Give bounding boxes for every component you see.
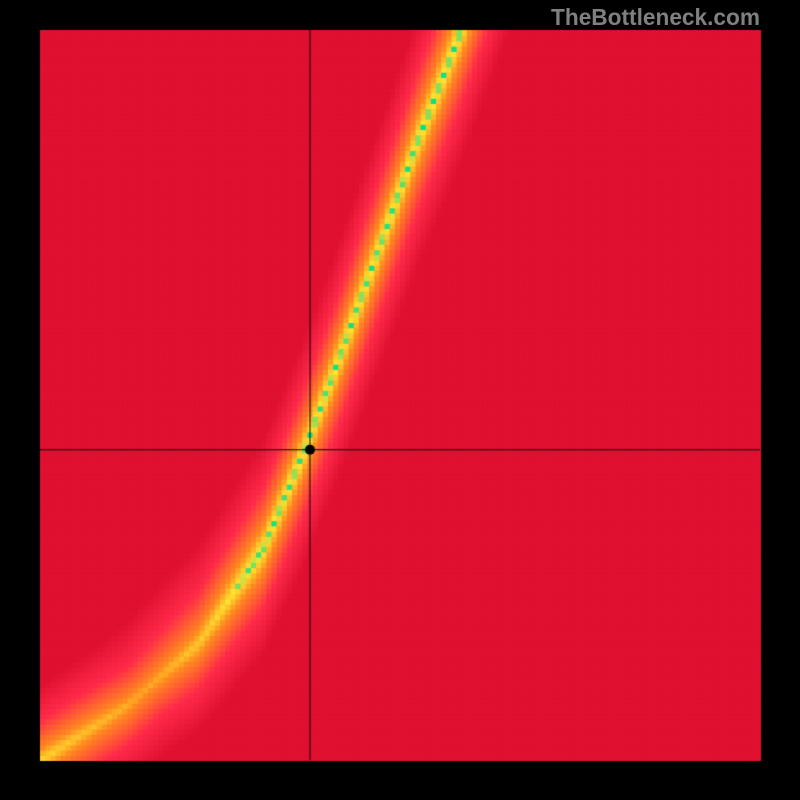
- watermark-text: TheBottleneck.com: [551, 4, 760, 31]
- heatmap-canvas: [0, 0, 800, 800]
- chart-root: TheBottleneck.com: [0, 0, 800, 800]
